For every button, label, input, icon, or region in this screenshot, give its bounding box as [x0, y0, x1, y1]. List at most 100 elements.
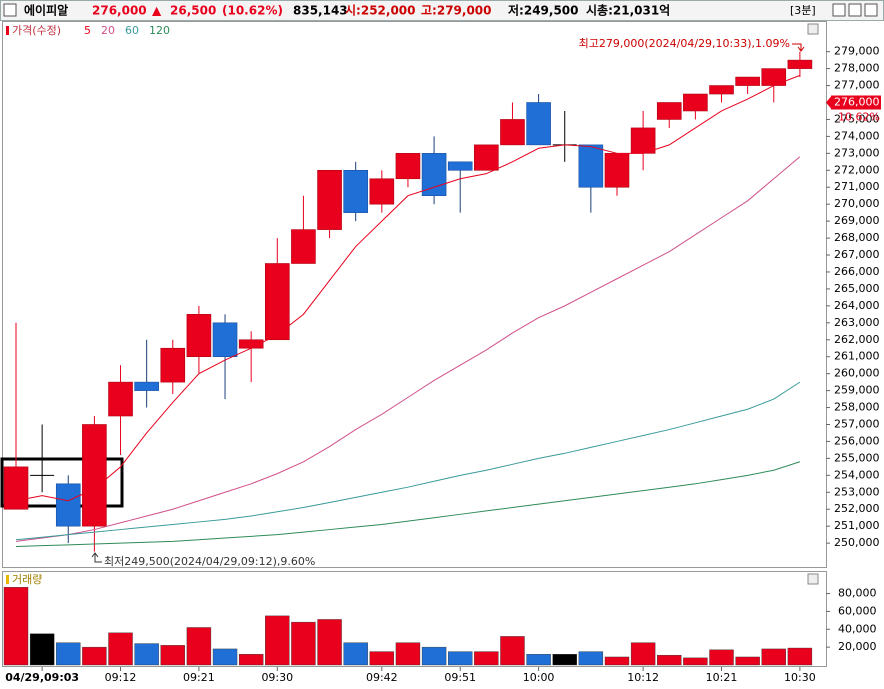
panel-button[interactable] — [807, 573, 819, 585]
x-tick-label: 09:51 — [444, 671, 476, 684]
candle-body — [526, 102, 551, 146]
y-tick-label: 260,000 — [834, 367, 880, 380]
y-tick-label: 274,000 — [834, 129, 880, 142]
low: 저:249,500 — [508, 3, 579, 18]
change-arrow: ▲ — [152, 4, 162, 18]
candle-body — [683, 93, 708, 112]
candle-body — [82, 424, 107, 527]
x-tick-label: 10:00 — [523, 671, 555, 684]
candle-body — [787, 59, 813, 69]
legend-price: 가격(수정) — [12, 24, 61, 37]
price-tag-label: 276,000 — [834, 95, 880, 108]
panel-button[interactable] — [807, 23, 819, 35]
low-annotation: 최저249,500(2024/04/29,09:12),9.60% — [104, 555, 315, 568]
y-tick-label: 254,000 — [834, 468, 880, 481]
volume-bar — [343, 642, 368, 666]
candle-body — [186, 314, 212, 358]
volume-bar — [317, 619, 342, 666]
candle-body — [735, 76, 760, 86]
candle-body — [134, 381, 159, 391]
y-tick-label: 271,000 — [834, 180, 880, 193]
ma-line — [15, 461, 801, 548]
y-tick-label: 278,000 — [834, 62, 880, 75]
y-tick-label: 265,000 — [834, 282, 880, 295]
y-tick-label: 273,000 — [834, 146, 880, 159]
y-tick-label: 266,000 — [834, 265, 880, 278]
volume-bar — [395, 642, 421, 666]
price-tag — [831, 95, 881, 110]
candle-body — [500, 119, 525, 146]
volume-bar — [787, 647, 813, 666]
low-arrow — [91, 552, 102, 563]
y-tick-label: 275,000 — [834, 112, 880, 125]
price-frame — [2, 21, 827, 568]
candle-body — [761, 68, 787, 86]
candle-body — [474, 144, 499, 171]
y-tick-label: 20,000 — [838, 640, 877, 653]
market-cap: 시총:21,031억 — [586, 3, 670, 18]
candle-body — [369, 178, 395, 205]
volume-bar — [604, 656, 630, 666]
volume-bar — [3, 587, 29, 666]
volume-bar — [186, 627, 212, 666]
candle-body — [709, 85, 734, 95]
volume-bar — [500, 636, 525, 666]
candle-body — [55, 483, 81, 527]
ma-line — [15, 381, 801, 541]
price-tag-pointer — [826, 96, 831, 109]
high: 고:279,000 — [421, 4, 492, 18]
volume-bar — [735, 656, 760, 666]
volume-bar — [657, 654, 682, 666]
y-tick-label: 262,000 — [834, 333, 880, 346]
volume-bar — [448, 651, 473, 666]
volume-bar — [630, 642, 656, 666]
legend-entry: 60 — [125, 24, 139, 37]
y-tick-label: 80,000 — [838, 587, 877, 600]
button[interactable] — [848, 3, 862, 17]
x-tick-label: 10:12 — [627, 671, 659, 684]
checkbox[interactable] — [3, 3, 17, 17]
interval[interactable]: [3분] — [790, 4, 816, 17]
candle-body — [421, 153, 447, 197]
candle-body — [395, 153, 421, 180]
y-tick-label: 269,000 — [834, 214, 880, 227]
y-tick-label: 253,000 — [834, 485, 880, 498]
candle-body — [604, 153, 630, 188]
x-tick-label: 09:30 — [261, 671, 293, 684]
high-arrow — [792, 43, 805, 52]
volume-bar — [421, 646, 447, 666]
candle-body — [291, 229, 316, 264]
volume-bar — [526, 654, 551, 666]
candle-body — [264, 263, 290, 341]
change: 26,500 — [170, 4, 216, 18]
y-tick-label: 267,000 — [834, 248, 880, 261]
candle-body — [160, 347, 186, 383]
y-tick-label: 252,000 — [834, 502, 880, 515]
volume-bar — [238, 654, 264, 666]
volume-bar — [134, 643, 159, 666]
x-tick-label: 09:42 — [366, 671, 398, 684]
y-tick-label: 272,000 — [834, 163, 880, 176]
x-tick-label: 04/29,09:03 — [5, 671, 79, 684]
volume-bar — [82, 646, 107, 666]
y-tick-label: 250,000 — [834, 536, 880, 549]
candle-body — [108, 381, 133, 417]
price: 276,000 — [92, 4, 147, 18]
volume-bar — [578, 651, 604, 666]
volume-bar — [29, 633, 55, 666]
candle-body — [3, 466, 29, 510]
button[interactable] — [832, 3, 846, 17]
button[interactable] — [864, 3, 878, 17]
volume-bar — [212, 648, 238, 666]
high-annotation: 최고279,000(2024/04/29,10:33),1.09% — [579, 37, 790, 50]
y-tick-label: 255,000 — [834, 451, 880, 464]
x-tick-label: 10:21 — [706, 671, 738, 684]
candle-body — [447, 161, 473, 171]
open: 시:252,000 — [345, 4, 416, 18]
y-tick-label: 40,000 — [838, 622, 877, 635]
volume-bar — [291, 621, 316, 666]
legend-marker — [6, 575, 9, 584]
x-tick-label: 10:30 — [784, 671, 816, 684]
